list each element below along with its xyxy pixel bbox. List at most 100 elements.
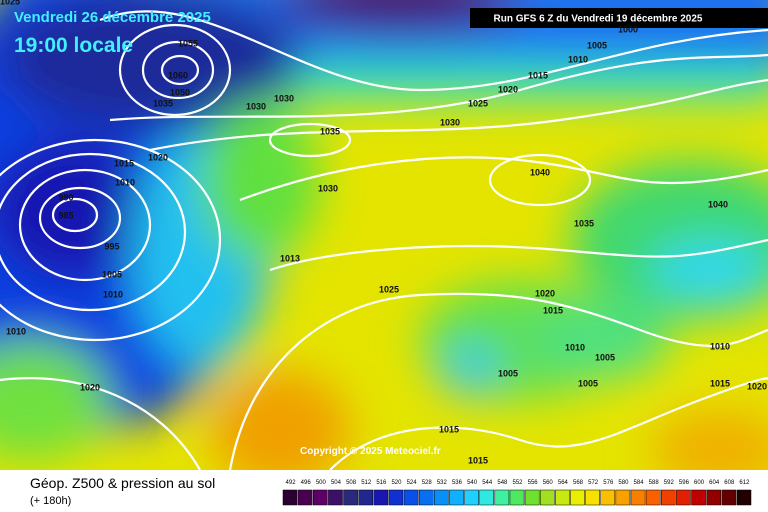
colorbar-swatch [297, 489, 313, 506]
colorbar-label: 568 [573, 480, 584, 486]
isobars [0, 10, 768, 470]
colorbar-label: 592 [664, 480, 675, 486]
isobar-label: 1010 [115, 177, 135, 187]
field-zone [650, 410, 768, 470]
colorbar-label: 512 [361, 480, 372, 486]
isobar [141, 40, 215, 100]
colorbar-swatch [585, 489, 600, 506]
colorbar-swatch [555, 489, 570, 506]
colorbar-label: 576 [603, 480, 614, 486]
colorbar-swatch [434, 489, 449, 506]
colorbar-label: 564 [558, 480, 569, 486]
colorbar: 492 496 500 504 508 512 516 520 524 528 532 536 540 5… [282, 480, 752, 506]
isobar [118, 23, 232, 117]
isobar-label: 1013 [280, 253, 300, 263]
isobar [0, 377, 201, 470]
colorbar-swatch [539, 489, 555, 506]
isobar-label: 1010 [568, 54, 588, 64]
colorbar-swatch [721, 489, 737, 506]
isobar-label: 1035 [574, 218, 594, 228]
colorbar-label: 604 [709, 480, 720, 486]
field-zone [0, 0, 300, 130]
colorbar-swatch [676, 489, 691, 506]
colorbar-label: 548 [497, 480, 508, 486]
isobar-label: 1040 [708, 199, 728, 209]
colorbar-swatch [630, 489, 646, 506]
isobar-label: 1030 [246, 101, 266, 111]
colorbar-swatch [494, 489, 510, 506]
colorbar-swatch [524, 489, 540, 506]
colorbar-label: 584 [634, 480, 645, 486]
isobar-label: 1050 [170, 87, 190, 97]
isobar-label: 1015 [710, 378, 730, 388]
colorbar-label: 596 [679, 480, 690, 486]
run-box [470, 8, 768, 28]
colorbar-label: 580 [618, 480, 629, 486]
colorbar-label: 504 [331, 480, 342, 486]
field-zone [530, 300, 670, 380]
colorbar-swatch [736, 489, 752, 506]
colorbar-label: 492 [286, 480, 297, 486]
colorbar-swatch [328, 489, 343, 506]
run-info: Run GFS 6 Z du Vendredi 19 décembre 2025 [494, 14, 703, 25]
colorbar-swatch [449, 489, 464, 506]
colorbar-label: 556 [528, 480, 539, 486]
colorbar-swatch [706, 489, 721, 506]
copyright: Copyright © 2025 Meteociel.fr [300, 446, 441, 457]
colorbar-swatch [660, 489, 676, 506]
colorbar-label: 552 [512, 480, 523, 486]
isobar [488, 153, 592, 207]
isobar-label: 1015 [468, 455, 488, 465]
colorbar-label: 520 [391, 480, 402, 486]
isobar [228, 292, 768, 470]
isobar [51, 197, 99, 233]
isobar-label: 1005 [587, 40, 607, 50]
isobar-label: 1015 [543, 305, 563, 315]
field-zone [0, 340, 110, 460]
isobar-label: 1025 [468, 98, 488, 108]
isobar-label: 985 [58, 210, 73, 220]
colorbar-label: 608 [724, 480, 735, 486]
isobar-label: 1020 [535, 288, 555, 298]
colorbar-label: 560 [543, 480, 554, 486]
colorbar-label: 496 [301, 480, 312, 486]
colorbar-label: 532 [437, 480, 448, 486]
isobar [18, 168, 152, 282]
colorbar-label: 500 [316, 480, 327, 486]
isobar [329, 377, 768, 470]
isobar-label: 1015 [528, 70, 548, 80]
colorbar-swatch [479, 489, 495, 506]
isobar-label: 1005 [102, 269, 122, 279]
colorbar-label: 540 [467, 480, 478, 486]
legend-title: Géop. Z500 & pression au sol [30, 475, 215, 491]
field-zone [210, 370, 350, 470]
colorbar-swatch [358, 489, 374, 506]
colorbar-swatch [282, 489, 298, 506]
isobar [268, 122, 352, 158]
isobar-label: 1020 [148, 152, 168, 162]
colorbar-swatch [464, 489, 479, 506]
isobar [0, 138, 222, 342]
colorbar-swatch [313, 489, 328, 506]
colorbar-swatch [343, 489, 358, 506]
isobar-label: 1005 [578, 378, 598, 388]
isobar [239, 156, 768, 202]
isobar-label: 1010 [710, 341, 730, 351]
colorbar-swatch [403, 489, 419, 506]
colorbar-label: 528 [422, 480, 433, 486]
isobar-label: 1060 [168, 70, 188, 80]
colorbar-swatch [615, 489, 631, 506]
isobar-label: 1015 [439, 424, 459, 434]
colorbar-swatch [691, 489, 706, 506]
colorbar-label: 536 [452, 480, 463, 486]
isobar-label: 1015 [114, 158, 134, 168]
field-zone [280, 0, 520, 30]
isobar-label: 1030 [440, 117, 460, 127]
field-zone [440, 345, 500, 395]
colorbar-label: 516 [376, 480, 387, 486]
colorbar-swatch [509, 489, 525, 506]
isobar-label: 1020 [498, 84, 518, 94]
colorbar-swatch [388, 489, 404, 506]
isobar-label: 1010 [103, 289, 123, 299]
